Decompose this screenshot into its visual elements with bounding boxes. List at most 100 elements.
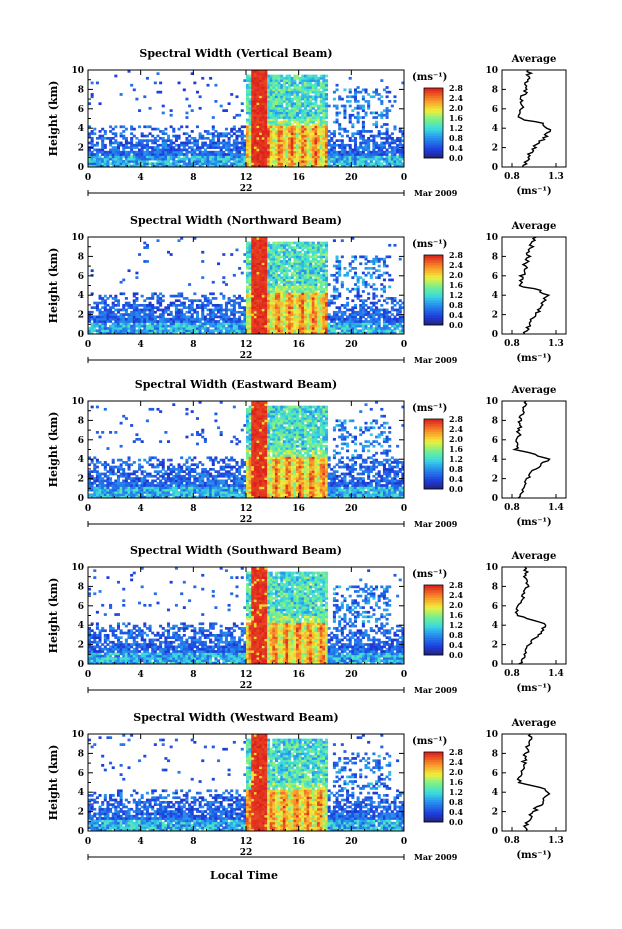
heatmap-cell	[246, 162, 250, 166]
heatmap-cell	[335, 331, 339, 335]
heatmap-cell	[356, 164, 360, 168]
heatmap-cell	[195, 157, 199, 161]
heatmap-cell	[127, 324, 131, 328]
heatmap-cell	[88, 157, 92, 161]
heatmap-cell	[248, 255, 252, 259]
heatmap-cell	[259, 139, 263, 142]
heatmap-cell	[348, 153, 352, 156]
heatmap-cell	[248, 315, 252, 319]
heatmap-cell	[222, 155, 226, 159]
heatmap-cell	[382, 136, 386, 140]
heatmap-cell	[314, 294, 318, 298]
heatmap-cell	[301, 283, 305, 286]
heatmap-cell	[217, 162, 221, 166]
heatmap-cell	[298, 116, 302, 119]
heatmap-cell	[172, 294, 176, 298]
heatmap-cell	[232, 322, 236, 326]
heatmap-cell	[145, 141, 149, 145]
heatmap-cell	[182, 164, 186, 168]
heatmap-cell	[261, 70, 265, 73]
heatmap-cell	[119, 329, 123, 333]
heatmap-cell	[235, 297, 239, 300]
heatmap-cell	[256, 255, 260, 259]
heatmap-cell	[372, 116, 376, 119]
heatmap-cell	[238, 297, 242, 300]
heatmap-cell	[290, 267, 294, 270]
heatmap-cell	[317, 76, 321, 80]
heatmap-cell	[325, 146, 329, 149]
heatmap-cell	[109, 150, 113, 154]
heatmap-cell	[224, 320, 228, 323]
heatmap-cell	[317, 264, 321, 268]
heatmap-cell	[248, 141, 252, 145]
heatmap-cell	[311, 102, 315, 106]
heatmap-cell	[248, 157, 252, 161]
heatmap-cell	[393, 125, 397, 129]
heatmap-cell	[188, 141, 192, 145]
heatmap-cell	[280, 317, 284, 321]
heatmap-cell	[130, 331, 134, 335]
heatmap-cell	[214, 155, 218, 159]
heatmap-cell	[253, 260, 257, 263]
heatmap-cell	[298, 79, 302, 82]
heatmap-cell	[322, 297, 326, 300]
heatmap-cell	[253, 278, 257, 282]
heatmap-cell	[251, 248, 255, 252]
heatmap-cell	[253, 313, 257, 316]
heatmap-cell	[124, 308, 128, 312]
heatmap-cell	[385, 136, 389, 140]
heatmap-cell	[330, 327, 334, 330]
heatmap-cell	[219, 104, 223, 108]
heatmap-cell	[369, 139, 373, 142]
heatmap-cell	[319, 125, 323, 129]
heatmap-cell	[106, 155, 110, 159]
heatmap-cell	[332, 327, 336, 330]
heatmap-cell	[161, 148, 165, 152]
heatmap-cell	[185, 157, 189, 161]
heatmap-cell	[361, 315, 365, 319]
heatmap-cell	[353, 331, 357, 335]
heatmap-cell	[309, 148, 313, 152]
heatmap-cell	[267, 97, 271, 101]
heatmap-cell	[219, 132, 223, 136]
heatmap-cell	[267, 93, 271, 96]
heatmap-cell	[293, 102, 297, 106]
heatmap-cell	[330, 301, 334, 305]
heatmap-cell	[256, 74, 260, 78]
heatmap-cell	[246, 136, 250, 140]
heatmap-cell	[322, 83, 326, 87]
heatmap-cell	[122, 324, 126, 328]
heatmap-cell	[195, 327, 199, 330]
heatmap-cell	[143, 320, 147, 323]
heatmap-cell	[267, 241, 271, 245]
heatmap-cell	[238, 164, 242, 168]
heatmap-cell	[303, 141, 307, 145]
heatmap-cell	[177, 148, 181, 152]
heatmap-cell	[259, 157, 263, 161]
heatmap-cell	[206, 146, 210, 149]
heatmap-cell	[272, 269, 276, 273]
heatmap-cell	[314, 100, 318, 103]
heatmap-cell	[246, 287, 250, 291]
heatmap-cells	[88, 237, 405, 335]
heatmap-cell	[274, 313, 278, 316]
heatmap-cell	[240, 132, 244, 136]
heatmap-cell	[219, 329, 223, 333]
heatmap-cell	[119, 164, 123, 168]
heatmap-cell	[217, 315, 221, 319]
heatmap-cell	[95, 160, 99, 163]
heatmap-cell	[288, 264, 292, 268]
heatmap-cell	[338, 127, 342, 131]
heatmap-cell	[293, 83, 297, 87]
heatmap-cell	[293, 294, 297, 298]
heatmap-cell	[90, 327, 94, 330]
heatmap-cell	[185, 155, 189, 159]
heatmap-cell	[261, 72, 265, 76]
heatmap-cell	[293, 143, 297, 147]
heatmap-cell	[372, 143, 376, 147]
heatmap-cell	[132, 153, 136, 156]
heatmap-cell	[367, 283, 371, 286]
heatmap-cell	[272, 95, 276, 99]
heatmap-cell	[264, 257, 268, 261]
heatmap-cell	[232, 132, 236, 136]
